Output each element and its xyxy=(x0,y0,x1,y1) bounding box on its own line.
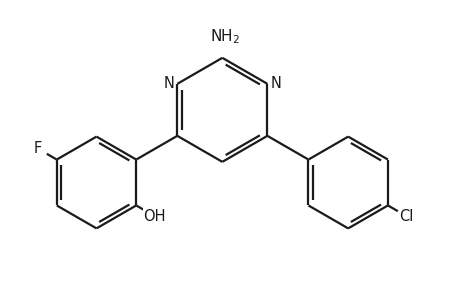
Text: N: N xyxy=(270,76,281,91)
Text: OH: OH xyxy=(143,209,166,224)
Text: Cl: Cl xyxy=(398,209,413,224)
Text: F: F xyxy=(34,141,42,156)
Text: NH$_2$: NH$_2$ xyxy=(210,27,240,46)
Text: N: N xyxy=(163,76,174,91)
